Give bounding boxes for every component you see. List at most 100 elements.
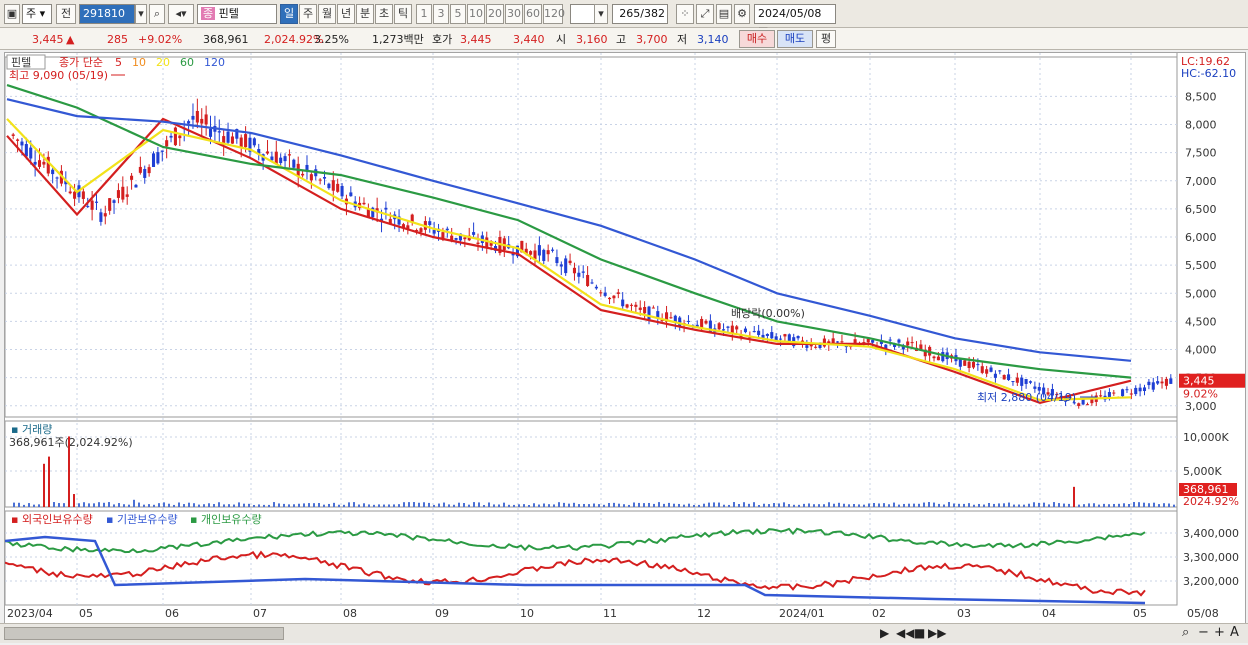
volume-bar xyxy=(938,503,940,507)
buy-button[interactable]: 매수 xyxy=(739,30,775,48)
candle-body xyxy=(853,339,857,344)
layout-icon[interactable]: ▣ xyxy=(4,4,20,24)
volume-bar xyxy=(493,504,495,507)
interval-button-30[interactable]: 30 xyxy=(505,4,523,24)
chart-area[interactable]: 2023/04 05 06 07 08 09 10 11 12 2024/01 02 03 04 05 05… xyxy=(4,52,1246,641)
stop-icon[interactable]: ■ xyxy=(914,626,926,640)
candle-body xyxy=(524,248,528,255)
volume-bar xyxy=(463,503,465,507)
volume-bar xyxy=(408,502,410,507)
volume-bar xyxy=(1018,504,1020,507)
price-chart[interactable]: 2023/04 05 06 07 08 09 10 11 12 2024/01 02 03 04 05 05… xyxy=(4,53,1247,642)
horizontal-scrollbar[interactable] xyxy=(4,627,284,640)
gear-icon[interactable]: ⚙ xyxy=(734,4,750,24)
stock-code-input[interactable]: 291810 xyxy=(79,4,135,24)
stock-name-field[interactable]: 종 핀텔 xyxy=(197,4,277,24)
y-tick-4: 6,500 xyxy=(1185,203,1217,216)
scroll-right-icon[interactable]: ▶ xyxy=(880,626,890,640)
candle-body xyxy=(1028,381,1033,383)
volume-bar xyxy=(968,503,970,507)
stock-code-dropdown-icon[interactable]: ▾ xyxy=(135,4,147,24)
ma-legend-10: 10 xyxy=(132,56,146,69)
volume-bar xyxy=(488,502,490,507)
candle-body xyxy=(1055,393,1059,396)
interval-button-10[interactable]: 10 xyxy=(467,4,485,24)
volume-bar xyxy=(213,504,215,507)
candle-body xyxy=(581,271,585,273)
candle-body xyxy=(866,338,870,343)
trend-tool-icon[interactable]: ⤢ xyxy=(696,4,714,24)
volume-bar xyxy=(1038,502,1040,507)
candle-body xyxy=(458,233,462,241)
volume-bar xyxy=(833,503,835,507)
volume-bar xyxy=(1118,503,1120,507)
period-tab-1[interactable]: 주 xyxy=(299,4,317,24)
candle-body xyxy=(985,369,989,374)
volume-bar xyxy=(538,504,540,507)
period-tab-2[interactable]: 월 xyxy=(318,4,336,24)
candle-body xyxy=(265,151,270,154)
interval-button-60[interactable]: 60 xyxy=(524,4,542,24)
interval-dropdown-icon[interactable]: ▾ xyxy=(594,4,608,24)
period-tab-5[interactable]: 초 xyxy=(375,4,393,24)
save-icon[interactable]: ▤ xyxy=(716,4,732,24)
price-change: 285 xyxy=(107,33,128,46)
sell-button[interactable]: 매도 xyxy=(777,30,813,48)
volume-bar xyxy=(1048,504,1050,507)
ask-price: 3,445 xyxy=(460,33,492,46)
y-tick-9: 4,000 xyxy=(1185,344,1217,357)
evaluate-button[interactable]: 평 xyxy=(816,30,836,48)
count-input[interactable]: 265/382 xyxy=(612,4,668,24)
date-input[interactable]: 2024/05/08 ▦ xyxy=(754,4,836,38)
candle-body xyxy=(590,282,594,284)
candle-body xyxy=(173,127,177,146)
search-icon[interactable]: ⌕ xyxy=(149,4,165,24)
zoom-in-icon[interactable]: + xyxy=(1214,625,1225,640)
zoom-out-icon[interactable]: − xyxy=(1198,625,1209,640)
volume-ratio: 2,024.92% xyxy=(264,33,324,46)
candle-body xyxy=(919,344,923,350)
volume-bar xyxy=(828,502,830,507)
volume-bar xyxy=(33,504,35,507)
prev-button[interactable]: 전 xyxy=(56,4,76,24)
volume-bar xyxy=(553,504,555,507)
zoom-search-icon[interactable]: ⌕ xyxy=(1182,625,1190,640)
y-tick-1: 8,000 xyxy=(1185,119,1217,132)
period-tab-6[interactable]: 틱 xyxy=(394,4,412,24)
speaker-icon[interactable]: ◂▾ xyxy=(168,4,194,24)
interval-button-3[interactable]: 3 xyxy=(433,4,449,24)
volume-bar xyxy=(843,503,845,507)
volume-bar xyxy=(18,502,20,507)
period-tab-3[interactable]: 년 xyxy=(337,4,355,24)
volume-bar xyxy=(113,504,115,507)
volume-bar xyxy=(1003,503,1005,507)
interval-button-120[interactable]: 120 xyxy=(543,4,565,24)
volume-bar xyxy=(703,503,705,507)
candle-body xyxy=(309,174,313,181)
scroll-forward-icon[interactable]: ▶▶ xyxy=(928,626,947,640)
candle-body xyxy=(906,341,910,346)
volume-bar xyxy=(988,502,990,507)
candle-body xyxy=(138,166,142,173)
interval-button-20[interactable]: 20 xyxy=(486,4,504,24)
volume-bar xyxy=(1053,502,1055,507)
candle-body xyxy=(511,253,515,256)
period-tab-0[interactable]: 일 xyxy=(280,4,298,24)
interval-button-5[interactable]: 5 xyxy=(450,4,466,24)
volume-bar xyxy=(1128,504,1130,507)
zoom-icon[interactable]: ⁘ xyxy=(676,4,694,24)
candle-body xyxy=(81,191,85,199)
period-select[interactable]: 주 ▾ xyxy=(22,4,52,24)
volume-bar xyxy=(1068,503,1070,507)
candle-body xyxy=(1046,392,1050,395)
candle-body xyxy=(200,118,204,124)
period-tab-4[interactable]: 분 xyxy=(356,4,374,24)
text-size-icon[interactable]: A xyxy=(1230,625,1239,640)
volume-bar xyxy=(923,502,925,507)
low-price: 3,140 xyxy=(697,33,729,46)
volume-bar xyxy=(913,503,915,507)
scroll-back-icon[interactable]: ◀◀ xyxy=(896,626,915,640)
volume-bar xyxy=(333,502,335,507)
volume-bar xyxy=(223,504,225,507)
interval-button-1[interactable]: 1 xyxy=(416,4,432,24)
